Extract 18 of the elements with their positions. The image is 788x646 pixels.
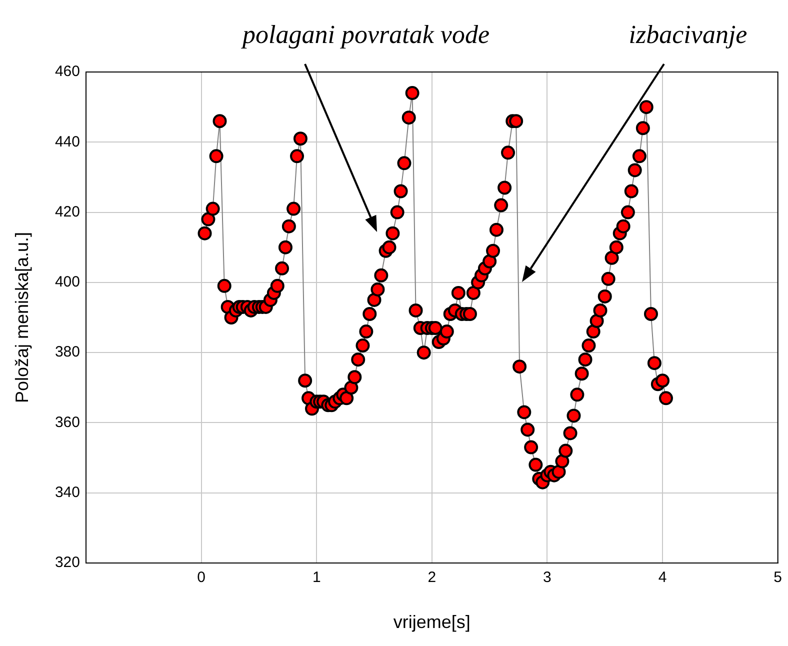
- x-tick-label: 3: [543, 569, 552, 586]
- y-tick-label: 320: [54, 554, 80, 572]
- text: polagani povratak vode: [240, 20, 490, 49]
- x-axis-title: vrijeme[s]: [393, 612, 470, 632]
- x-tick-label: 5: [774, 569, 782, 586]
- x-tick-label: 4: [658, 569, 667, 586]
- y-tick-label: 460: [54, 63, 80, 80]
- y-tick-label: 420: [54, 203, 80, 220]
- x-tick-label: 2: [428, 569, 436, 586]
- x-tick-label: 0: [197, 569, 206, 586]
- y-tick-label: 360: [54, 414, 80, 431]
- x-tick-label: 1: [312, 569, 321, 586]
- y-tick-label: 440: [54, 133, 80, 150]
- y-tick-label: 340: [54, 484, 80, 501]
- y-axis-title: Položaj meniska[a.u.]: [12, 232, 32, 404]
- y-tick-label: 400: [54, 274, 80, 291]
- text: izbacivanje: [628, 20, 748, 49]
- y-tick-label: 380: [54, 344, 80, 361]
